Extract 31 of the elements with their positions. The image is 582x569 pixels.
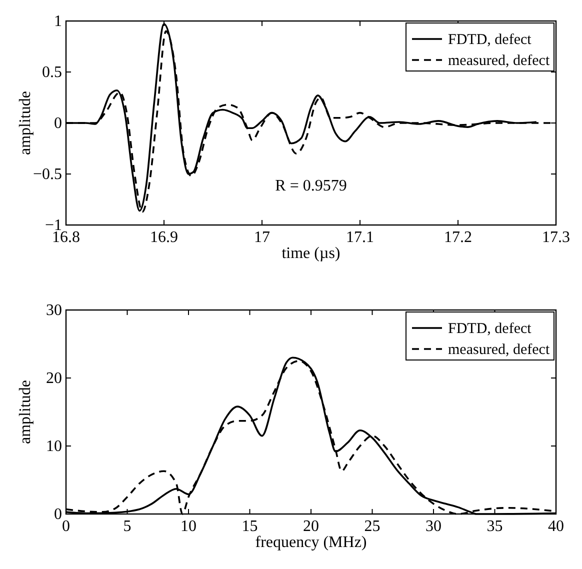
legend-label: FDTD, defect (448, 321, 532, 337)
y-tick-label: 0 (54, 115, 62, 132)
x-tick-label: 17.1 (346, 229, 374, 246)
x-tick-label: 17.2 (444, 229, 472, 246)
x-tick-label: 17 (254, 229, 270, 246)
x-axis-title: time (µs) (282, 245, 340, 262)
x-tick-label: 15 (242, 518, 258, 535)
x-tick-label: 16.8 (52, 229, 80, 246)
y-tick-label: 0.5 (42, 64, 62, 81)
legend-label: measured, defect (448, 342, 550, 358)
x-tick-label: 20 (303, 518, 319, 535)
x-axis-title: frequency (MHz) (255, 534, 367, 551)
x-tick-label: 5 (123, 518, 132, 535)
y-tick-label: −0.5 (32, 166, 62, 183)
x-tick-label: 17.3 (542, 229, 570, 246)
y-tick-label: 30 (46, 302, 62, 319)
x-tick-label: 16.9 (150, 229, 178, 246)
y-axis-title: amplitude (17, 91, 34, 155)
x-tick-label: 35 (486, 518, 503, 535)
y-tick-label: 0 (54, 506, 62, 523)
x-tick-label: 25 (364, 518, 380, 535)
y-tick-label: 20 (46, 370, 62, 387)
legend-label: measured, defect (448, 53, 550, 69)
y-tick-label: 1 (54, 13, 62, 30)
annotation: R = 0.9579 (275, 177, 347, 194)
y-tick-label: 10 (46, 438, 62, 455)
x-tick-label: 10 (180, 518, 196, 535)
y-axis-title: amplitude (17, 380, 34, 444)
x-tick-label: 40 (548, 518, 564, 535)
legend-label: FDTD, defect (448, 32, 532, 48)
x-tick-label: 30 (426, 518, 442, 535)
